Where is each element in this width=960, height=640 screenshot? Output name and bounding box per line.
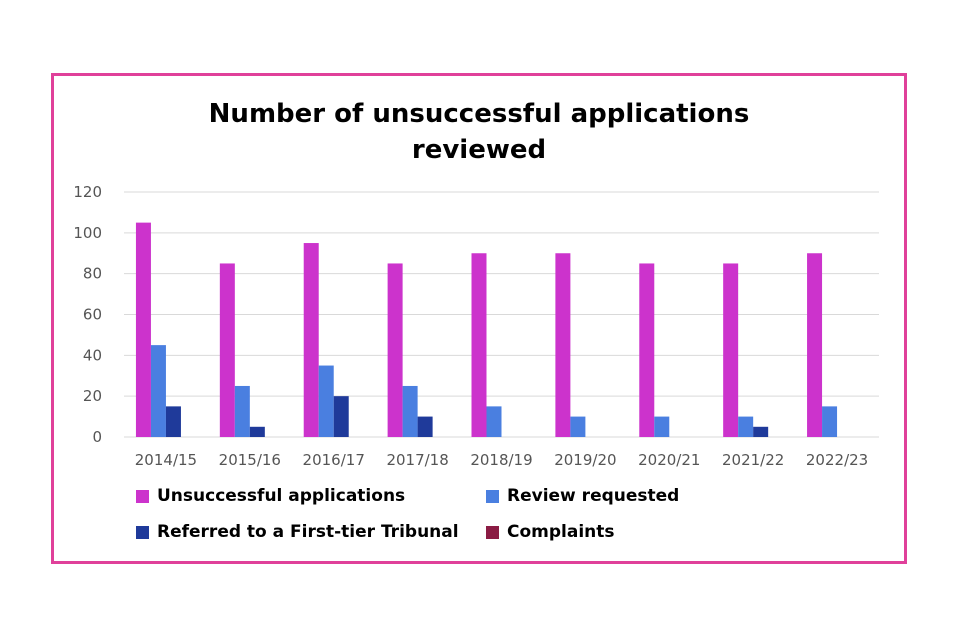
bar-unsuccessful-applications-2015-16	[219, 263, 235, 437]
y-tick-label: 80	[83, 265, 102, 283]
x-tick-label: 2014/15	[135, 451, 197, 469]
y-tick-label: 120	[73, 183, 102, 201]
bar-review-requested-2017-18	[402, 385, 418, 437]
legend-item: Complaints	[486, 522, 615, 542]
legend-swatch	[486, 525, 499, 539]
bar-unsuccessful-applications-2020-21	[639, 263, 655, 437]
y-tick-label: 40	[83, 346, 102, 364]
bar-unsuccessful-applications-2019-20	[555, 253, 571, 437]
bar-referred-to-a-first-tier-tribunal-2017-18	[417, 416, 433, 437]
bar-review-requested-2014-15	[150, 345, 166, 437]
bar-referred-to-a-first-tier-tribunal-2021-22	[753, 426, 769, 437]
y-tick-label: 20	[83, 387, 102, 405]
bar-review-requested-2019-20	[570, 416, 586, 437]
chart-title-line-2: reviewed	[411, 135, 547, 165]
chart-frame: Number of unsuccessful applications revi…	[51, 73, 907, 564]
legend-item: Review requested	[486, 486, 679, 506]
x-tick-label: 2015/16	[219, 451, 281, 469]
chart-legend: Unsuccessful applications Review requeste…	[136, 486, 876, 556]
legend-item: Unsuccessful applications	[136, 486, 405, 506]
bar-referred-to-a-first-tier-tribunal-2014-15	[165, 406, 181, 437]
legend-swatch	[486, 489, 499, 503]
bar-referred-to-a-first-tier-tribunal-2015-16	[249, 426, 265, 437]
legend-swatch	[136, 525, 149, 539]
x-tick-label: 2018/19	[470, 451, 532, 469]
y-tick-label: 100	[73, 224, 102, 242]
bar-unsuccessful-applications-2016-17	[303, 243, 319, 437]
bar-review-requested-2016-17	[318, 365, 334, 437]
bar-chart: 0 20 40 60 80 100 120 2014/15 2015/16 2016/17 2017…	[73, 183, 879, 469]
y-tick-label: 60	[83, 306, 102, 324]
x-tick-label: 2016/17	[303, 451, 365, 469]
chart-title-line-1: Number of unsuccessful applications	[208, 99, 750, 129]
bar-unsuccessful-applications-2014-15	[135, 222, 151, 437]
legend-swatch	[136, 489, 149, 503]
bar-unsuccessful-applications-2022-23	[807, 253, 823, 437]
x-tick-label: 2021/22	[722, 451, 784, 469]
x-tick-label: 2017/18	[386, 451, 448, 469]
bar-review-requested-2021-22	[738, 416, 754, 437]
bar-review-requested-2015-16	[234, 385, 250, 437]
y-tick-label: 0	[92, 428, 102, 446]
bar-review-requested-2022-23	[822, 406, 838, 437]
bar-unsuccessful-applications-2021-22	[723, 263, 739, 437]
bar-unsuccessful-applications-2018-19	[471, 253, 487, 437]
bar-review-requested-2020-21	[654, 416, 670, 437]
legend-label: Review requested	[507, 486, 680, 506]
legend-label: Referred to a First-tier Tribunal	[157, 522, 459, 542]
legend-label: Unsuccessful applications	[157, 486, 406, 506]
chart-title: Number of unsuccessful applications revi…	[54, 96, 904, 168]
bar-referred-to-a-first-tier-tribunal-2016-17	[333, 396, 349, 437]
x-tick-label: 2019/20	[554, 451, 616, 469]
bar-unsuccessful-applications-2017-18	[387, 263, 403, 437]
legend-label: Complaints	[507, 522, 615, 542]
bar-review-requested-2018-19	[486, 406, 502, 437]
legend-item: Referred to a First-tier Tribunal	[136, 522, 459, 542]
x-tick-label: 2020/21	[638, 451, 700, 469]
x-tick-label: 2022/23	[806, 451, 868, 469]
